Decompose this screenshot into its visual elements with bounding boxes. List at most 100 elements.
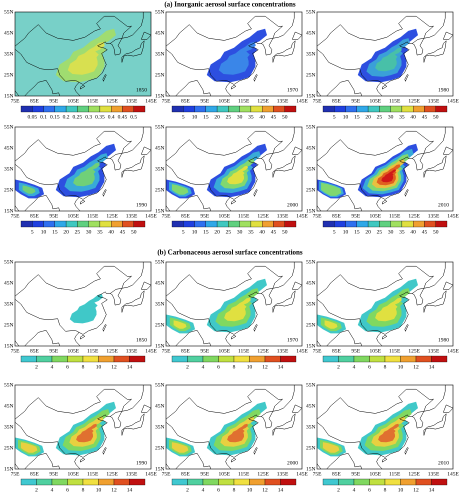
lon-label: 85E (181, 348, 191, 354)
colorbar-box (20, 220, 33, 228)
colorbar-box (183, 105, 195, 113)
coastline (15, 397, 39, 428)
coastline (261, 38, 273, 44)
lon-label: 75E (11, 98, 21, 104)
colorbar-label: 30 (86, 229, 92, 235)
lat-label: 45N (155, 280, 165, 286)
colorbar-label: 6 (66, 364, 69, 370)
coastline (80, 335, 86, 340)
coastline (15, 198, 20, 211)
coastline (15, 333, 20, 346)
colorbar-box (415, 355, 432, 363)
colorbar-box (390, 105, 403, 113)
lon-label: 95E (49, 213, 59, 219)
concentration-area (67, 41, 105, 75)
colorbar-box (338, 355, 355, 363)
concentration-area (69, 293, 103, 324)
coastline (317, 24, 341, 55)
colorbar-label: 5 (182, 114, 185, 120)
colorbar-label: 20 (365, 229, 371, 235)
lat-label: 25N (306, 72, 316, 78)
coastline (102, 74, 107, 82)
map-panel (317, 385, 453, 469)
colorbar-box (82, 478, 99, 486)
colorbar-label: 0.15 (50, 114, 60, 120)
lat-label: 45N (155, 145, 165, 151)
lon-label: 75E (162, 213, 172, 219)
colorbar-box (194, 105, 206, 113)
coastline (272, 155, 296, 178)
colorbar-label: 2 (337, 487, 340, 493)
colorbar-box (36, 478, 53, 486)
coastline (189, 265, 284, 291)
lon-label: 125E (106, 213, 118, 219)
colorbar-box (171, 355, 188, 363)
coastline (382, 200, 388, 205)
coastline (74, 197, 81, 211)
coastline (171, 426, 231, 456)
coastline (38, 15, 133, 41)
coastline (189, 15, 284, 41)
coastline (382, 85, 388, 90)
lon-label: 115E (87, 348, 99, 354)
lat-label: 55N (4, 382, 14, 388)
lon-label: 135E (428, 471, 440, 477)
lat-label: 45N (4, 403, 14, 409)
colorbar-box (88, 105, 101, 113)
colorbar-box (51, 478, 68, 486)
coastline (404, 324, 409, 332)
colorbar-box (77, 220, 89, 228)
lon-label: 115E (87, 98, 99, 104)
coastline (292, 146, 302, 155)
colorbar-box (82, 355, 99, 363)
colorbar-label: 35 (248, 229, 254, 235)
colorbar-label: 5 (333, 229, 336, 235)
coastline (317, 83, 322, 96)
coastline (272, 413, 296, 436)
colorbar-box (401, 220, 414, 228)
coastline (261, 411, 273, 417)
concentration-area (227, 165, 248, 185)
colorbar-box (36, 355, 53, 363)
colorbar-box (187, 355, 204, 363)
concentration-area (375, 297, 402, 322)
year-label: 2010 (438, 202, 449, 208)
colorbar-label: 45 (120, 229, 126, 235)
lon-label: 75E (162, 98, 172, 104)
coastline (24, 330, 60, 346)
colorbar-label: 35 (97, 229, 103, 235)
coastline (272, 290, 296, 313)
coastline (292, 281, 302, 290)
lon-label: 125E (408, 98, 420, 104)
colorbar-label: 6 (66, 487, 69, 493)
lat-label: 35N (306, 166, 316, 172)
coastline (317, 456, 322, 469)
colorbar-label: 25 (226, 114, 232, 120)
lon-label: 85E (181, 98, 191, 104)
lat-label: 25N (306, 322, 316, 328)
lat-label: 15N (155, 93, 165, 99)
concentration-area (227, 423, 248, 443)
colorbar-label: 2 (35, 487, 38, 493)
colorbar-label: 40 (259, 114, 265, 120)
colorbar-label: 50 (282, 114, 288, 120)
panel-frame (165, 261, 303, 347)
colorbar-box (20, 355, 37, 363)
lat-label: 35N (155, 424, 165, 430)
lat-label: 55N (306, 9, 316, 15)
colorbar-box (88, 220, 101, 228)
lon-label: 135E (126, 348, 138, 354)
lon-label: 95E (49, 348, 59, 354)
colorbar-box (249, 478, 266, 486)
coastline (24, 453, 60, 469)
colorbar-box (122, 105, 134, 113)
coastline (412, 38, 424, 44)
lat-label: 45N (4, 30, 14, 36)
colorbar-label: 10 (247, 364, 253, 370)
coastline (272, 40, 296, 63)
colorbar-label: 50 (131, 229, 137, 235)
lon-label: 115E (87, 213, 99, 219)
lon-label: 115E (389, 348, 401, 354)
colorbar-label: 8 (233, 364, 236, 370)
